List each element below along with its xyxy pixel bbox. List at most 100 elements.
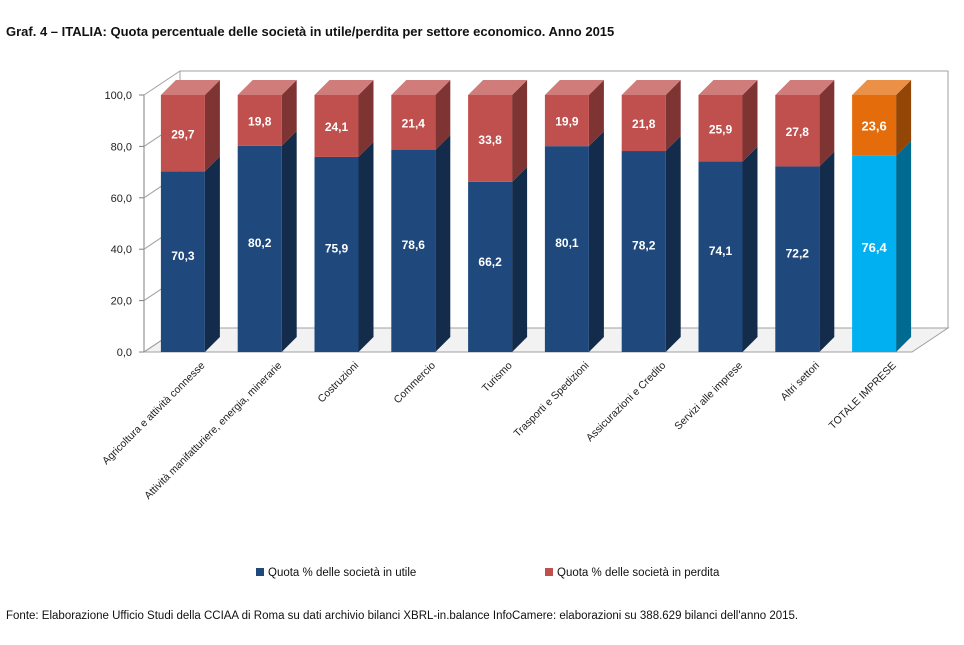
bar-utile bbox=[391, 149, 436, 352]
bar-utile-side bbox=[435, 134, 451, 352]
y-tick-label: 60,0 bbox=[111, 193, 132, 205]
data-label-perdita: 19,9 bbox=[555, 115, 579, 129]
bar-group: 70,3 29,7 bbox=[160, 80, 220, 352]
data-label-utile: 78,2 bbox=[632, 238, 656, 252]
x-tick-label: Commercio bbox=[392, 360, 439, 407]
x-axis-labels: Agricoltura e attività connesseAttività … bbox=[100, 360, 899, 502]
data-label-utile: 76,4 bbox=[861, 240, 887, 255]
y-tick-label: 0,0 bbox=[117, 347, 132, 359]
bar-top bbox=[775, 80, 835, 95]
data-label-perdita: 19,8 bbox=[248, 114, 272, 128]
data-label-perdita: 33,8 bbox=[478, 133, 502, 147]
data-label-perdita: 21,8 bbox=[632, 117, 656, 131]
bar-perdita-side bbox=[742, 80, 758, 162]
bar-utile-side bbox=[204, 156, 220, 352]
bar-top bbox=[468, 80, 528, 95]
data-label-utile: 80,2 bbox=[248, 236, 272, 250]
source-note: Fonte: Elaborazione Ufficio Studi della … bbox=[6, 610, 799, 622]
bar-top bbox=[544, 80, 604, 95]
bar-perdita bbox=[544, 95, 589, 147]
bar-perdita bbox=[314, 95, 359, 157]
data-label-perdita: 29,7 bbox=[171, 128, 195, 142]
bar-group: 74,1 25,9 bbox=[698, 80, 758, 352]
bar-utile bbox=[775, 166, 820, 352]
x-tick-label: Servizi alle imprese bbox=[672, 360, 745, 433]
y-axis: 0,0 20,0 40,0 60,0 80,0 100,0 bbox=[104, 70, 181, 359]
data-label-utile: 66,2 bbox=[478, 255, 502, 269]
x-tick-label: Turismo bbox=[480, 360, 515, 395]
bar-group: 76,4 23,6 bbox=[852, 80, 912, 352]
bar-perdita-side bbox=[896, 80, 912, 156]
bar-perdita bbox=[468, 95, 513, 182]
bar-utile bbox=[160, 171, 205, 352]
data-label-perdita: 25,9 bbox=[709, 123, 733, 137]
data-label-perdita: 23,6 bbox=[861, 119, 886, 134]
bar-utile-side bbox=[358, 141, 374, 352]
bar-utile bbox=[621, 151, 666, 352]
bar-top bbox=[621, 80, 681, 95]
x-tick-label: Altri settori bbox=[778, 360, 822, 404]
bar-group: 80,2 19,8 bbox=[237, 80, 297, 352]
bar-group: 75,9 24,1 bbox=[314, 80, 374, 352]
bar-group: 80,1 19,9 bbox=[544, 80, 604, 352]
bar-top bbox=[237, 80, 297, 95]
x-tick-label: Costruzioni bbox=[316, 360, 362, 406]
bar-perdita-side bbox=[358, 80, 374, 157]
y-tick-label: 20,0 bbox=[111, 296, 132, 308]
bar-perdita bbox=[621, 95, 666, 152]
x-tick-label: Assicurazioni e Credito bbox=[584, 360, 669, 445]
legend-swatch bbox=[545, 568, 553, 576]
data-label-utile: 72,2 bbox=[786, 247, 810, 261]
bar-perdita-side bbox=[512, 80, 528, 182]
bar-perdita-side bbox=[588, 80, 604, 147]
bar-utile bbox=[314, 156, 359, 352]
bar-group: 78,6 21,4 bbox=[391, 80, 451, 352]
bar-perdita-side bbox=[435, 80, 451, 150]
bar-group: 66,2 33,8 bbox=[468, 80, 528, 352]
stacked-bar-chart: 0,0 20,0 40,0 60,0 80,0 100,0 70,3 29,7 80,2 19,… bbox=[100, 70, 950, 579]
bar-top bbox=[698, 80, 758, 95]
data-label-utile: 74,1 bbox=[709, 244, 733, 258]
legend-label: Quota % delle società in perdita bbox=[557, 567, 720, 579]
bar-perdita-side bbox=[281, 80, 297, 146]
bar-utile bbox=[698, 161, 743, 352]
bar-perdita bbox=[698, 95, 743, 162]
bar-utile bbox=[852, 155, 897, 352]
bar-perdita bbox=[237, 95, 282, 146]
bar-perdita bbox=[852, 95, 897, 156]
y-tick-diagonal bbox=[143, 70, 181, 96]
bar-perdita-side bbox=[204, 80, 220, 172]
bar-top bbox=[852, 80, 912, 95]
bar-utile-side bbox=[742, 146, 758, 352]
bar-utile-side bbox=[588, 131, 604, 352]
bar-perdita bbox=[160, 95, 205, 172]
x-tick-label: TOTALE IMPRESE bbox=[827, 360, 899, 432]
bars: 70,3 29,7 80,2 19,8 75,9 24,1 78,6 21,4 66,2 33,8… bbox=[160, 80, 912, 352]
bar-perdita-side bbox=[819, 80, 835, 167]
bar-perdita bbox=[391, 95, 436, 150]
legend: Quota % delle società in utile Quota % de… bbox=[256, 567, 720, 579]
bar-group: 78,2 21,8 bbox=[621, 80, 681, 352]
bar-group: 72,2 27,8 bbox=[775, 80, 835, 352]
bar-utile-side bbox=[281, 130, 297, 352]
data-label-perdita: 27,8 bbox=[786, 125, 810, 139]
bar-utile-side bbox=[512, 166, 528, 352]
data-label-perdita: 24,1 bbox=[325, 120, 349, 134]
legend-item-utile: Quota % delle società in utile bbox=[256, 567, 416, 579]
bar-top bbox=[314, 80, 374, 95]
data-label-perdita: 21,4 bbox=[402, 117, 426, 131]
data-label-utile: 75,9 bbox=[325, 242, 349, 256]
bar-perdita bbox=[775, 95, 820, 167]
bar-utile bbox=[544, 146, 589, 352]
bar-top bbox=[160, 80, 220, 95]
bar-utile-side bbox=[819, 151, 835, 352]
bar-utile-side bbox=[896, 140, 912, 352]
legend-item-perdita: Quota % delle società in perdita bbox=[545, 567, 720, 579]
data-label-utile: 70,3 bbox=[171, 249, 195, 263]
y-tick-label: 80,0 bbox=[111, 141, 132, 153]
legend-swatch bbox=[256, 568, 264, 576]
bar-utile bbox=[468, 181, 513, 352]
bar-utile bbox=[237, 145, 282, 352]
data-label-utile: 78,6 bbox=[402, 238, 426, 252]
x-tick-label: Trasporti e Spedizioni bbox=[512, 360, 592, 440]
